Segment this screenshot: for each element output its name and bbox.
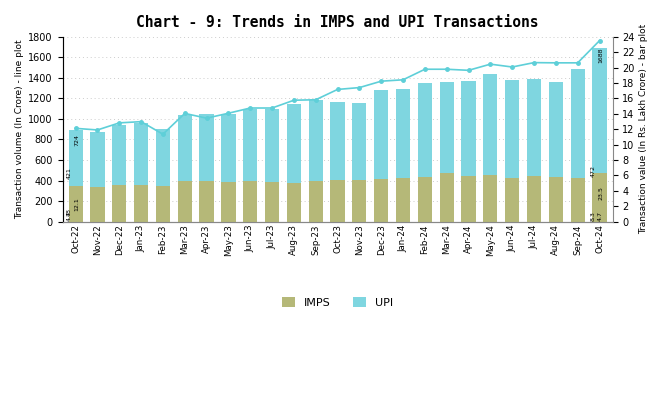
Bar (90, 132, 105, 222)
Text: 23.5: 23.5 (598, 186, 603, 200)
Text: 4.7: 4.7 (598, 211, 603, 221)
Bar (593, 48, 607, 222)
Bar (112, 185, 127, 222)
Bar (374, 178, 389, 222)
Bar (418, 83, 432, 222)
Bar (549, 82, 563, 222)
Bar (221, 114, 235, 222)
Bar (330, 102, 345, 222)
Bar (549, 177, 563, 222)
Bar (200, 114, 213, 222)
Bar (134, 185, 149, 222)
Bar (483, 74, 497, 222)
Bar (374, 90, 389, 222)
Bar (461, 176, 475, 222)
Bar (156, 186, 170, 222)
Bar (178, 115, 192, 222)
Bar (243, 109, 257, 222)
Bar (571, 69, 585, 222)
Text: 48: 48 (66, 208, 72, 216)
Bar (90, 187, 105, 222)
Bar (483, 176, 497, 222)
Bar (287, 104, 301, 222)
Bar (287, 183, 301, 222)
Text: 4.7: 4.7 (66, 211, 72, 221)
Bar (527, 79, 541, 222)
Title: Chart - 9: Trends in IMPS and UPI Transactions: Chart - 9: Trends in IMPS and UPI Transa… (137, 15, 539, 30)
Bar (156, 129, 170, 222)
Bar (505, 81, 519, 222)
Bar (352, 103, 367, 222)
Bar (440, 173, 453, 222)
Text: 724: 724 (74, 134, 79, 146)
Bar (221, 182, 235, 222)
Bar (593, 173, 607, 222)
Bar (418, 178, 432, 222)
Bar (68, 130, 83, 222)
Bar (352, 180, 367, 222)
Y-axis label: Transaction volume (In Crore) - line plot: Transaction volume (In Crore) - line plo… (15, 39, 24, 219)
Bar (461, 81, 475, 222)
Bar (505, 178, 519, 222)
Text: 421: 421 (66, 166, 72, 178)
Text: 12.1: 12.1 (74, 198, 79, 211)
Text: 1688: 1688 (598, 48, 603, 64)
Bar (571, 178, 585, 222)
Legend: IMPS, UPI: IMPS, UPI (277, 293, 398, 312)
Bar (527, 176, 541, 222)
Bar (330, 180, 345, 222)
Bar (265, 109, 279, 222)
Text: 8.3: 8.3 (591, 211, 596, 221)
Bar (396, 89, 410, 222)
Bar (396, 178, 410, 222)
Bar (440, 82, 453, 222)
Bar (265, 182, 279, 222)
Bar (243, 181, 257, 222)
Bar (134, 123, 149, 222)
Bar (178, 180, 192, 222)
Y-axis label: Transaction value (In Rs. Lakh Crore) - bar plot: Transaction value (In Rs. Lakh Crore) - … (639, 24, 648, 234)
Bar (112, 125, 127, 222)
Bar (68, 186, 83, 222)
Bar (200, 181, 213, 222)
Bar (309, 100, 323, 222)
Bar (309, 181, 323, 222)
Text: 472: 472 (591, 166, 596, 178)
